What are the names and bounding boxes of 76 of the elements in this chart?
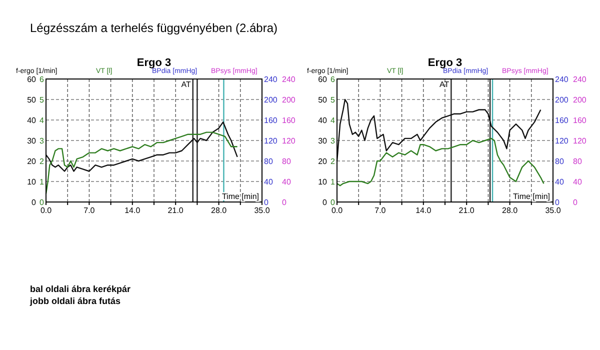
y3-tick-label: 200	[282, 96, 296, 104]
y3-tick-label: 80	[282, 157, 292, 166]
y-tick-label: 50	[27, 96, 37, 104]
x-tick-label: 14.0	[124, 206, 141, 215]
y-tick-label: 30	[318, 136, 328, 146]
y2-tick-label: 3	[40, 136, 45, 146]
text: Légzésszám a terhelés függvényében (2.ábra)	[30, 21, 278, 35]
y2-tick-label: 5	[40, 96, 45, 104]
x-tick-label: 0.0	[40, 206, 52, 215]
y2-tick-label: 2	[330, 157, 336, 166]
y3-tick-label: 0	[573, 198, 578, 207]
y3-tick-label: 160	[573, 116, 587, 125]
y2-tick-label: 5	[330, 96, 336, 104]
y-tick-label: 10	[318, 178, 328, 186]
y3-tick-label: 120	[573, 136, 587, 146]
x-tick-label: 21.0	[458, 206, 475, 215]
y-tick-label: 20	[27, 157, 37, 166]
y2-tick-label: 6	[330, 75, 336, 84]
x-tick-label: 14.0	[416, 206, 432, 215]
y2-tick-label: 4	[40, 116, 45, 125]
y2-tick-label: 4	[330, 116, 336, 125]
x-tick-label: 35.0	[545, 206, 562, 215]
y-tick-label: 0	[32, 198, 37, 207]
text: 120	[555, 136, 569, 146]
x-tick-label: 0.0	[331, 206, 344, 215]
y-tick-label: 50	[318, 96, 328, 104]
y3-tick-label: 40	[282, 178, 292, 186]
x-axis-title: Time [min]	[512, 192, 550, 201]
text: 240	[555, 75, 569, 84]
text: 80	[555, 157, 564, 166]
text: 240	[264, 75, 278, 84]
text: bal oldali ábra kerékpár	[30, 284, 132, 294]
text: 0	[264, 198, 269, 207]
y3-tick-label: 200	[573, 96, 587, 104]
y-tick-label: 40	[27, 116, 37, 125]
x-tick-label: 35.0	[254, 206, 270, 215]
y3-tick-label: 160	[282, 116, 296, 125]
y-tick-label: 0	[322, 198, 328, 207]
text: 200	[555, 96, 569, 104]
text: jobb oldali ábra futás	[29, 296, 121, 306]
y2-tick-label: 1	[40, 178, 45, 186]
text: 160	[264, 116, 278, 125]
y3-tick-label: 240	[282, 75, 296, 84]
text: 160	[555, 116, 569, 125]
x-tick-label: 28.0	[502, 206, 518, 215]
x-tick-label: 7.0	[374, 206, 386, 215]
text: 0	[555, 198, 560, 207]
text: 200	[264, 96, 278, 104]
y-tick-label: 30	[27, 136, 37, 146]
y3-tick-label: 40	[573, 178, 582, 186]
text: 120	[264, 136, 278, 146]
text: 40	[264, 178, 274, 186]
x-tick-label: 21.0	[168, 206, 184, 215]
x-tick-label: 7.0	[84, 206, 96, 215]
y-tick-label: 60	[27, 75, 37, 84]
y3-tick-label: 120	[282, 136, 296, 146]
y3-tick-label: 0	[282, 198, 287, 207]
chart-title: Ergo 3	[136, 57, 172, 69]
chart-title: Ergo 3	[428, 57, 462, 69]
y2-tick-label: 2	[40, 157, 45, 166]
y2-tick-label: 6	[40, 75, 45, 84]
y-tick-label: 60	[318, 75, 328, 84]
y2-tick-label: 0	[40, 198, 45, 207]
y-tick-label: 40	[318, 116, 328, 125]
x-tick-label: 28.0	[211, 206, 228, 215]
text: 80	[264, 157, 274, 166]
text: 40	[555, 178, 564, 186]
y2-tick-label: 1	[330, 178, 336, 186]
y3-tick-label: 240	[573, 75, 587, 84]
ref-line-label: AT	[440, 80, 450, 89]
y-tick-label: 20	[318, 157, 328, 166]
y2-tick-label: 3	[330, 136, 336, 146]
y3-tick-label: 80	[573, 157, 582, 166]
ref-line-label: AT	[181, 80, 191, 89]
y2-tick-label: 0	[330, 198, 336, 207]
y-tick-label: 10	[27, 178, 37, 186]
